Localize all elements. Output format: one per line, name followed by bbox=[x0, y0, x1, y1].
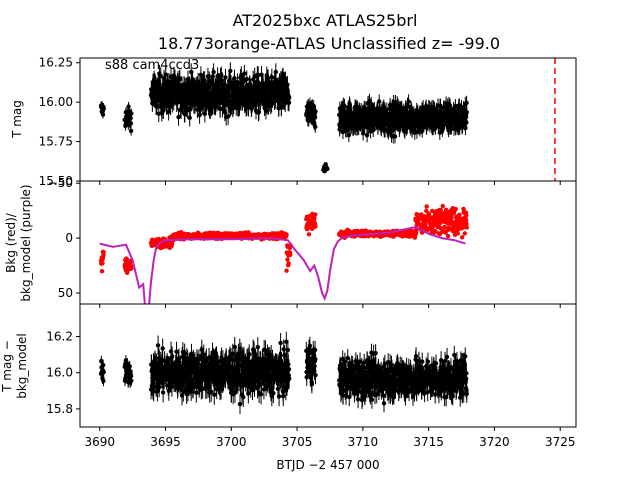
mag-ytick-label: 15.50 bbox=[39, 174, 73, 188]
mag-segment-4 bbox=[321, 162, 330, 174]
bkg-model-line bbox=[99, 226, 466, 304]
bkg-segment-1 bbox=[122, 256, 134, 276]
panel-background: 50 0 −50 bbox=[48, 176, 577, 308]
resid-ytick-label: 16.0 bbox=[46, 366, 73, 380]
resid-frame bbox=[79, 303, 577, 428]
bkg-ylabel-line2: bkg_model (purple) bbox=[19, 184, 33, 301]
xtick-label: 3715 bbox=[413, 435, 444, 449]
bkg-segment-5 bbox=[304, 211, 318, 237]
mag-ylabel: T mag bbox=[10, 100, 24, 139]
bkg-ytick-label: −50 bbox=[48, 176, 73, 190]
resid-plot-area bbox=[98, 331, 470, 414]
bkg-plot-area bbox=[98, 203, 470, 304]
mag-segment-0 bbox=[98, 101, 106, 119]
xtick-label: 3695 bbox=[150, 435, 181, 449]
bkg-ytick-label: 0 bbox=[65, 231, 73, 245]
xtick-label: 3720 bbox=[479, 435, 510, 449]
xtick-label: 3705 bbox=[282, 435, 313, 449]
mag-segment-2 bbox=[148, 62, 292, 127]
mag-plot-area bbox=[98, 58, 556, 181]
x-axis-label: BTJD −2 457 000 bbox=[276, 458, 379, 472]
resid-ylabel-line2: bkg_model bbox=[15, 333, 29, 399]
resid-segment-4 bbox=[336, 343, 470, 413]
mag-ytick-label: 15.75 bbox=[39, 135, 73, 149]
resid-segment-2 bbox=[148, 331, 292, 414]
bkg-segment-3 bbox=[169, 230, 289, 243]
panel-residual: 15.8 16.0 16.2 bbox=[46, 303, 577, 431]
resid-ytick-label: 16.2 bbox=[46, 330, 73, 344]
chart-title-line2: 18.773orange-ATLAS Unclassified z= -99.0 bbox=[158, 34, 500, 53]
resid-segment-0 bbox=[98, 355, 106, 387]
resid-segment-3 bbox=[304, 336, 318, 394]
xtick-label: 3725 bbox=[545, 435, 576, 449]
resid-ylabel-line1: T mag − bbox=[0, 340, 14, 393]
mag-ytick-label: 16.00 bbox=[39, 95, 73, 109]
xtick-label: 3710 bbox=[348, 435, 379, 449]
mag-segment-3 bbox=[304, 97, 318, 133]
panel-annotation: s88 cam4ccd3 bbox=[105, 58, 199, 73]
mag-ytick-label: 16.25 bbox=[39, 56, 73, 70]
panel-magnitude: 15.50 15.75 16.00 16.25 bbox=[39, 56, 577, 188]
resid-segment-1 bbox=[122, 355, 134, 389]
mag-segment-1 bbox=[122, 101, 134, 136]
bkg-segment-0 bbox=[98, 249, 106, 274]
bkg-segment-4 bbox=[284, 242, 293, 273]
chart-title-line1: AT2025bxc ATLAS25brl bbox=[233, 11, 418, 30]
bkg-segment-7 bbox=[413, 203, 470, 240]
xtick-label: 3700 bbox=[216, 435, 247, 449]
xtick-label: 3690 bbox=[84, 435, 115, 449]
bkg-ytick-label: 50 bbox=[58, 286, 73, 300]
resid-ytick-label: 15.8 bbox=[46, 402, 73, 416]
x-axis-ticks: 3690 3695 3700 3705 3710 3715 3720 3725 bbox=[84, 435, 575, 449]
bkg-ylabel-line1: Bkg (red)/ bbox=[4, 212, 18, 273]
mag-segment-5 bbox=[336, 93, 470, 144]
